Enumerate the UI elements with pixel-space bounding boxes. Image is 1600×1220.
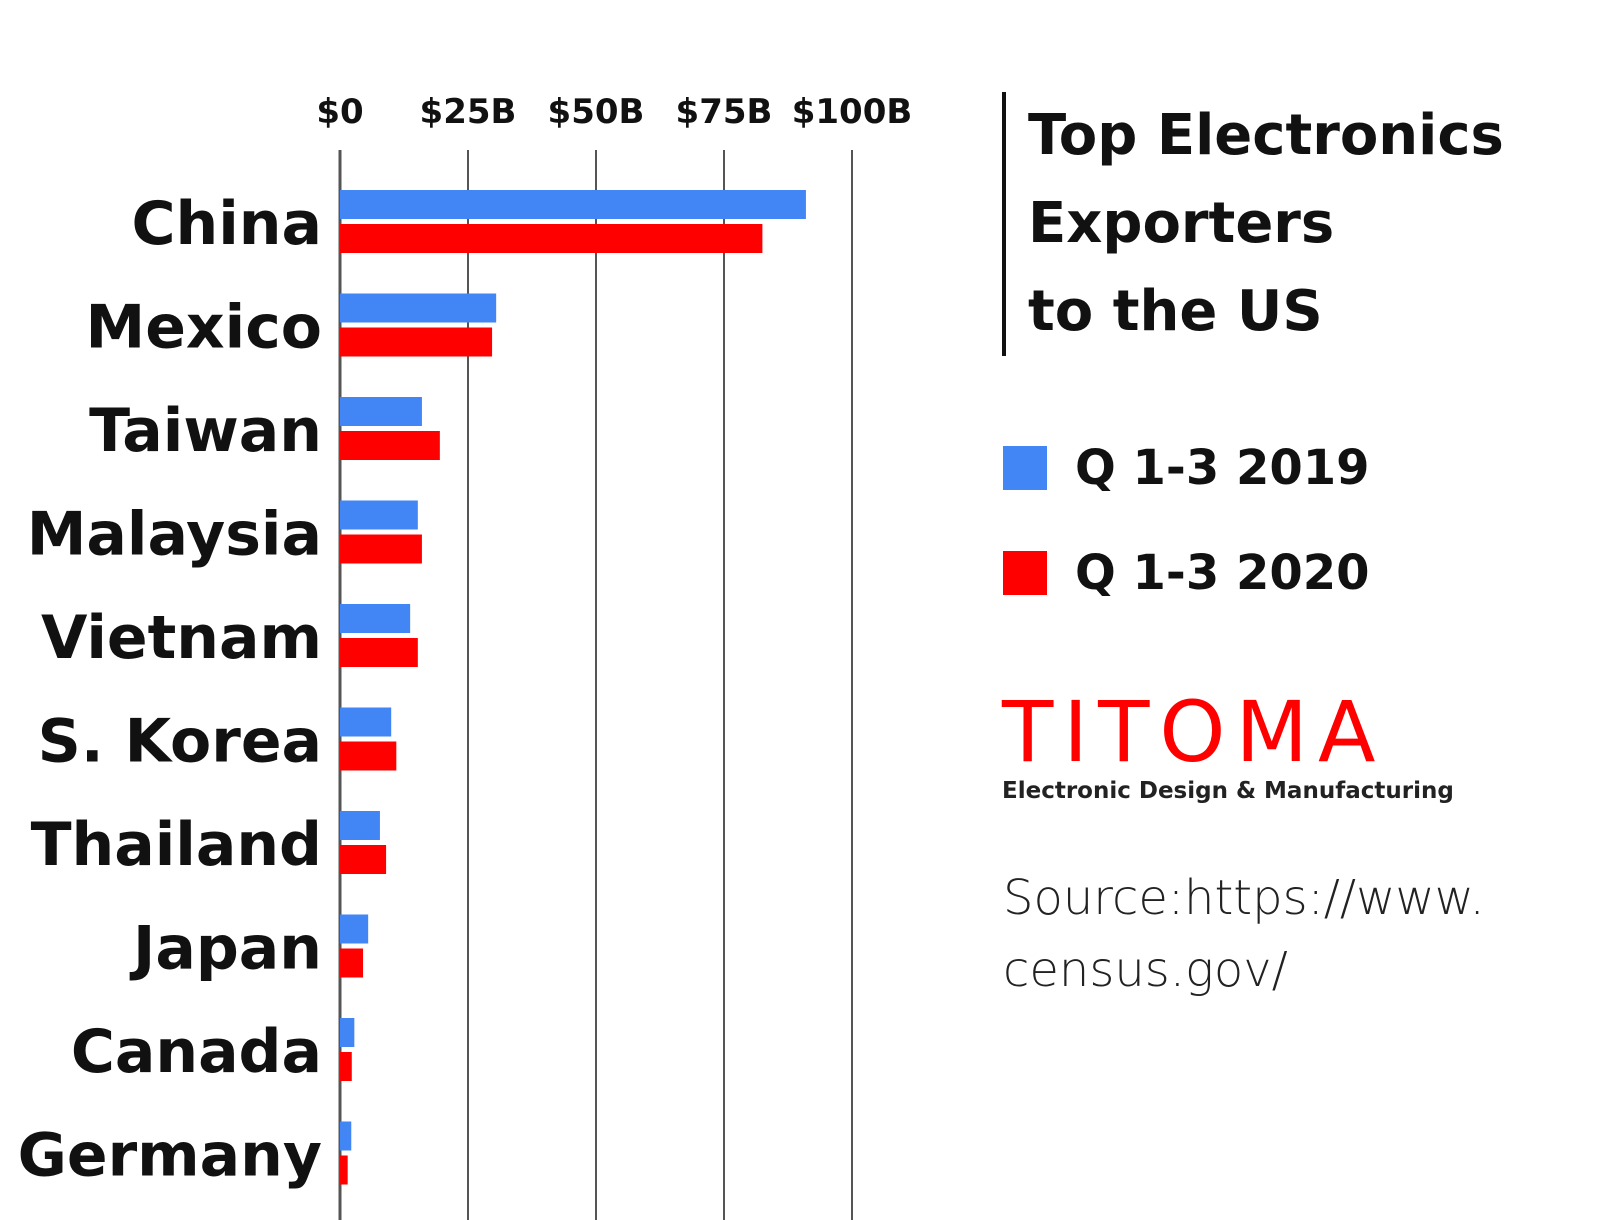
category-label: Thailand [31, 810, 322, 880]
chart-title: Top Electronics Exporters to the US [1002, 92, 1504, 356]
category-label: Japan [129, 914, 322, 984]
bar-mexico-2020 [340, 327, 493, 357]
bar-s-korea-2019 [340, 707, 392, 737]
bar-japan-2019 [340, 914, 369, 944]
bar-thailand-2019 [340, 811, 380, 840]
bar-taiwan-2019 [340, 397, 422, 426]
category-label: Germany [18, 1121, 322, 1191]
x-tick-label: $50B [548, 92, 645, 132]
bar-china-2019 [340, 190, 806, 219]
bar-germany-2020 [340, 1155, 348, 1185]
category-label: Malaysia [27, 500, 322, 570]
legend-label-2020: Q 1-3 2020 [1075, 545, 1370, 601]
category-label: Mexico [86, 293, 322, 363]
source-line-2: census.gov/ [1003, 942, 1288, 998]
bar-vietnam-2019 [340, 604, 411, 633]
category-label: S. Korea [38, 707, 322, 777]
bar-s-korea-2020 [340, 741, 397, 771]
chart-title-line-1: Top Electronics [1028, 103, 1504, 168]
source-line-1: Source:https://www. [1003, 870, 1485, 926]
bar-malaysia-2019 [340, 500, 418, 530]
legend-swatch-2020 [1003, 551, 1047, 595]
titoma-logo: TITOMA Electronic Design & Manufacturing [1002, 690, 1454, 804]
bar-canada-2020 [340, 1052, 352, 1081]
x-tick-label: $100B [792, 92, 913, 132]
bar-malaysia-2020 [340, 534, 422, 564]
logo-tagline: Electronic Design & Manufacturing [1002, 778, 1454, 804]
x-tick-label: $75B [676, 92, 773, 132]
bar-thailand-2020 [340, 845, 387, 874]
legend-item-2020: Q 1-3 2020 [1003, 545, 1370, 601]
category-label: Taiwan [89, 396, 322, 466]
legend-swatch-2019 [1003, 446, 1047, 490]
bar-germany-2019 [340, 1121, 352, 1151]
x-tick-label: $0 [316, 92, 363, 132]
x-tick-label: $25B [420, 92, 517, 132]
chart-title-line-2: Exporters [1028, 191, 1335, 256]
chart-title-line-3: to the US [1028, 279, 1323, 344]
logo-wordmark: TITOMA [1002, 683, 1386, 781]
bar-chart: $0 $25B $50B $75B $100B China Mexico Taiwan Mala… [18, 92, 913, 1220]
category-label: China [131, 189, 322, 259]
bar-china-2020 [340, 224, 763, 253]
bar-mexico-2019 [340, 293, 497, 323]
bar-taiwan-2020 [340, 431, 440, 460]
bar-japan-2020 [340, 948, 364, 978]
source-note: Source:https://www. census.gov/ [1003, 862, 1485, 1006]
legend-item-2019: Q 1-3 2019 [1003, 440, 1370, 496]
bar-vietnam-2020 [340, 638, 418, 667]
category-label: Vietnam [41, 603, 322, 673]
category-label: Canada [71, 1017, 322, 1087]
bar-canada-2019 [340, 1018, 355, 1047]
legend-label-2019: Q 1-3 2019 [1075, 440, 1370, 496]
